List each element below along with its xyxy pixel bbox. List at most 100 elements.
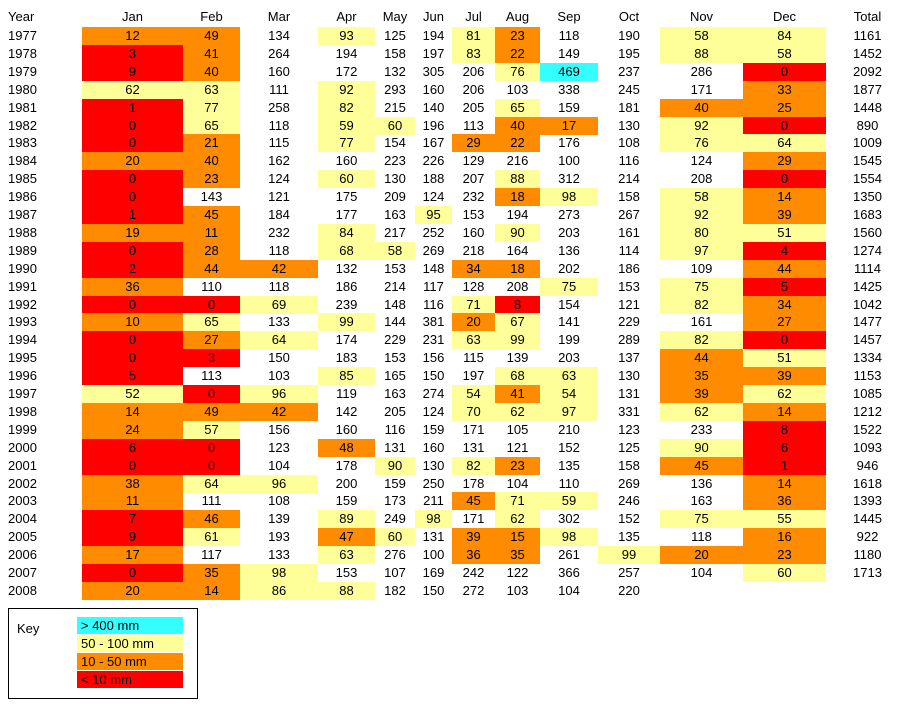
highlight-cell: 25: [743, 98, 826, 117]
cell: 269: [422, 242, 445, 258]
highlight-cell: 46: [183, 510, 240, 529]
cell: 130: [422, 457, 445, 473]
cell: 331: [618, 403, 640, 419]
year-cell: 1997: [8, 386, 37, 401]
highlight-cell: 0: [82, 241, 183, 260]
cell: 172: [335, 63, 358, 79]
highlight-cell: 6: [743, 438, 826, 457]
cell: 133: [268, 547, 290, 563]
cell: 175: [335, 189, 358, 205]
cell: 159: [422, 421, 445, 437]
highlight-cell: 0: [82, 170, 183, 189]
cell: 203: [558, 350, 580, 366]
year-cell: 1985: [8, 171, 37, 187]
highlight-cell: 1: [82, 206, 183, 224]
cell: 153: [335, 565, 358, 580]
cell: 209: [384, 189, 406, 205]
highlight-cell: 0: [82, 331, 183, 350]
highlight-cell: 90: [495, 223, 540, 242]
cell: 152: [618, 511, 640, 527]
cell: 176: [558, 135, 580, 151]
cell: 210: [558, 421, 580, 437]
cell: 181: [618, 99, 640, 115]
cell: 160: [335, 153, 358, 169]
year-cell: 1994: [8, 332, 37, 348]
highlight-cell: 40: [495, 116, 540, 135]
cell: 305: [422, 63, 445, 79]
highlight-cell: 62: [743, 385, 826, 403]
cell: 131: [618, 386, 640, 401]
highlight-cell: 76: [660, 134, 743, 153]
highlight-cell: 47: [318, 528, 375, 547]
cell: 199: [558, 332, 580, 348]
cell: 194: [506, 207, 529, 222]
cell: 150: [268, 350, 290, 366]
highlight-cell: 21: [183, 134, 240, 153]
cell: 153: [384, 260, 406, 276]
cell: 158: [618, 189, 640, 205]
cell: 160: [422, 439, 445, 455]
highlight-cell: 58: [660, 27, 743, 45]
cell: 150: [422, 368, 445, 384]
total-cell: 1618: [853, 475, 882, 491]
cell: 124: [422, 403, 445, 419]
cell: 104: [558, 582, 580, 598]
highlight-cell: 0: [183, 295, 240, 314]
highlight-cell: 11: [183, 223, 240, 242]
cell: 167: [422, 135, 445, 151]
highlight-cell: 34: [743, 295, 826, 314]
year-cell: 2001: [8, 457, 37, 473]
cell: 125: [384, 28, 406, 43]
cell: 232: [462, 189, 485, 205]
cell: 149: [558, 45, 580, 61]
cell: 118: [268, 278, 290, 294]
highlight-cell: 52: [82, 385, 183, 403]
cell: 242: [462, 565, 485, 580]
cell: 116: [423, 296, 444, 312]
cell: 103: [506, 81, 529, 97]
highlight-cell: 39: [452, 528, 495, 547]
highlight-cell: 75: [660, 510, 743, 529]
cell: 122: [506, 565, 529, 580]
total-cell: 1093: [853, 439, 882, 455]
cell: 194: [422, 28, 445, 43]
cell: 160: [462, 224, 485, 240]
highlight-cell: 42: [240, 402, 318, 421]
highlight-cell: 22: [495, 134, 540, 153]
cell: 158: [384, 45, 406, 61]
highlight-cell: 93: [318, 27, 375, 45]
total-cell: 1350: [853, 189, 882, 205]
cell: 193: [268, 529, 290, 545]
year-cell: 1989: [8, 242, 37, 258]
highlight-cell: 11: [82, 492, 183, 511]
highlight-cell: 4: [743, 241, 826, 260]
highlight-cell: 88: [660, 44, 743, 63]
cell: 163: [690, 493, 713, 509]
column-header: Total: [853, 9, 882, 24]
highlight-cell: 63: [318, 546, 375, 565]
cell: 239: [335, 296, 358, 312]
cell: 130: [618, 117, 640, 133]
cell: 274: [422, 386, 445, 401]
cell: 194: [335, 45, 358, 61]
cell: 226: [422, 153, 445, 169]
highlight-cell: 34: [452, 259, 495, 278]
highlight-cell: 2: [82, 259, 183, 278]
cell: 103: [506, 582, 529, 598]
cell: 128: [462, 278, 485, 294]
highlight-cell: 0: [743, 331, 826, 350]
total-cell: 1161: [853, 28, 882, 43]
cell: 144: [384, 314, 406, 330]
cell: 267: [618, 207, 640, 222]
cell: 159: [384, 475, 406, 491]
column-header: Year: [8, 9, 35, 24]
highlight-cell: 49: [183, 402, 240, 421]
cell: 164: [506, 242, 529, 258]
highlight-cell: 64: [743, 134, 826, 153]
cell: 159: [558, 99, 580, 115]
highlight-cell: 98: [415, 510, 452, 529]
cell: 156: [268, 421, 290, 437]
cell: 218: [462, 242, 485, 258]
highlight-cell: 97: [540, 402, 598, 421]
highlight-cell: 14: [743, 188, 826, 207]
